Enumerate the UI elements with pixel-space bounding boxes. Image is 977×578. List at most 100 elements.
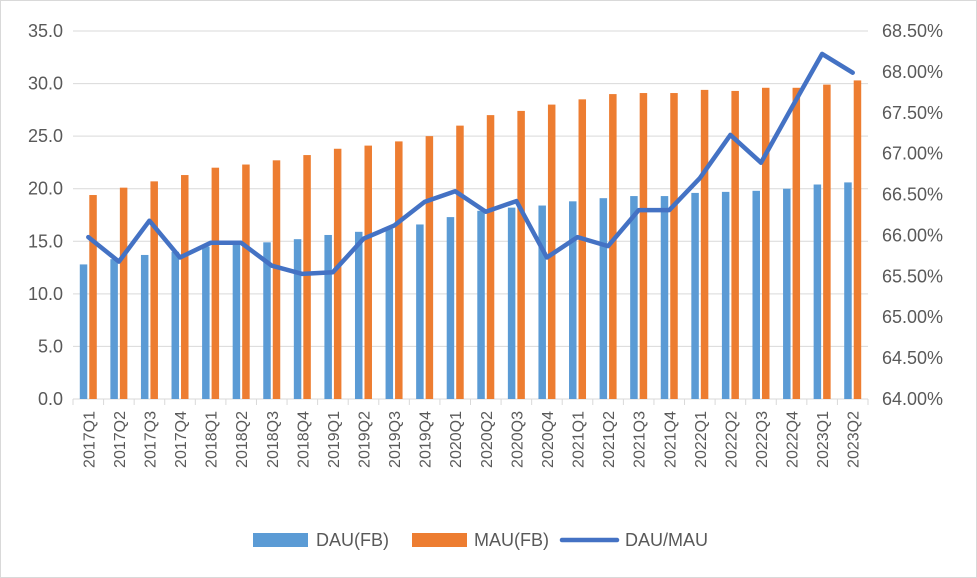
- mau-bar: [700, 89, 709, 399]
- left-tick-label: 0.0: [38, 389, 63, 409]
- right-tick-label: 66.00%: [882, 225, 943, 245]
- legend-mau-label: MAU(FB): [474, 530, 549, 550]
- category-label: 2018Q2: [234, 411, 251, 468]
- category-label: 2019Q1: [326, 411, 343, 468]
- category-label: 2019Q2: [356, 411, 373, 468]
- dau-bar: [202, 246, 210, 399]
- mau-bar: [425, 136, 434, 399]
- dau-bar: [263, 242, 271, 399]
- left-tick-label: 20.0: [28, 179, 63, 199]
- mau-bar: [486, 115, 495, 399]
- mau-bar: [150, 181, 158, 399]
- category-label: 2019Q3: [387, 411, 404, 468]
- category-label: 2022Q2: [723, 411, 740, 468]
- category-label: 2017Q3: [142, 411, 159, 468]
- mau-bar: [823, 84, 831, 399]
- right-tick-label: 65.50%: [882, 266, 943, 286]
- mau-bar: [670, 93, 678, 399]
- mau-bar: [792, 87, 801, 399]
- right-tick-label: 64.00%: [882, 389, 943, 409]
- category-label: 2017Q4: [173, 411, 190, 468]
- dau-bar: [660, 196, 669, 399]
- category-label: 2020Q1: [448, 411, 465, 468]
- category-label: 2018Q1: [204, 411, 221, 468]
- dau-bar: [293, 239, 302, 399]
- right-tick-label: 65.00%: [882, 307, 943, 327]
- dau-bar: [171, 251, 180, 399]
- dau-bar: [630, 196, 638, 399]
- right-tick-label: 64.50%: [882, 348, 943, 368]
- mau-bar: [639, 93, 648, 399]
- mau-bar: [303, 155, 311, 399]
- right-tick-label: 66.50%: [882, 185, 943, 205]
- mau-bar: [395, 141, 403, 399]
- dau-bar: [416, 224, 424, 399]
- dau-bar: [477, 210, 485, 399]
- category-label: 2023Q2: [846, 411, 863, 468]
- category-label: 2023Q1: [815, 411, 832, 468]
- category-label: 2019Q4: [418, 411, 435, 468]
- mau-bar: [731, 90, 739, 399]
- category-label: 2020Q3: [509, 411, 526, 468]
- left-tick-label: 35.0: [28, 21, 63, 41]
- mau-bar: [242, 164, 250, 399]
- dau-bar: [354, 231, 363, 399]
- left-tick-label: 25.0: [28, 126, 63, 146]
- right-tick-label: 68.00%: [882, 62, 943, 82]
- category-label: 2017Q2: [112, 411, 129, 468]
- category-label: 2021Q2: [601, 411, 618, 468]
- dau-bar: [813, 184, 822, 399]
- dau-bar: [446, 217, 455, 399]
- category-label: 2020Q4: [540, 411, 557, 468]
- ratio-line-layer: [86, 51, 855, 277]
- dau-bar: [110, 259, 118, 399]
- mau-bar: [456, 125, 464, 399]
- category-label: 2022Q4: [785, 411, 802, 468]
- dau-bar: [599, 198, 608, 399]
- left-axis: 0.0 5.0 10.0 15.0 20.0 25.0 30.0 35.0: [28, 21, 63, 409]
- legend-mau-swatch: [412, 533, 467, 547]
- dau-bar: [140, 254, 149, 399]
- mau-bar: [333, 148, 342, 399]
- mau-bar: [609, 94, 617, 399]
- x-axis: 2017Q1 2017Q2 2017Q3 2017Q4 2018Q1 2018Q2 2018…: [81, 411, 862, 468]
- legend-ratio-label: DAU/MAU: [625, 530, 708, 550]
- dau-bar: [783, 188, 791, 399]
- dau-bar: [844, 182, 852, 399]
- mau-bar: [853, 80, 862, 399]
- mau-bar: [578, 99, 587, 399]
- mau-bar: [364, 145, 372, 399]
- legend: DAU(FB) MAU(FB) DAU/MAU: [253, 530, 708, 550]
- dau-bar: [232, 244, 241, 399]
- right-tick-label: 67.00%: [882, 144, 943, 164]
- left-tick-label: 5.0: [38, 336, 63, 356]
- dau-bar: [507, 207, 516, 399]
- bars-layer: [79, 80, 862, 399]
- mau-bar: [119, 187, 128, 399]
- category-label: 2018Q3: [265, 411, 282, 468]
- category-label: 2018Q4: [295, 411, 312, 468]
- dau-bar: [569, 201, 577, 399]
- right-tick-label: 68.50%: [882, 21, 943, 41]
- legend-dau-label: DAU(FB): [316, 530, 389, 550]
- dau-bar: [385, 228, 394, 399]
- dau-bar: [79, 264, 88, 399]
- right-tick-label: 67.50%: [882, 103, 943, 123]
- dau-bar: [538, 205, 546, 399]
- category-label: 2017Q1: [81, 411, 98, 468]
- mau-bar: [181, 175, 189, 399]
- mau-bar: [517, 110, 525, 399]
- category-label: 2020Q2: [479, 411, 496, 468]
- dau-bar: [752, 190, 760, 399]
- category-label: 2021Q3: [632, 411, 649, 468]
- legend-dau-swatch: [253, 533, 308, 547]
- dau-bar: [324, 234, 332, 399]
- left-tick-label: 10.0: [28, 284, 63, 304]
- mau-bar: [211, 167, 220, 399]
- left-tick-label: 15.0: [28, 231, 63, 251]
- category-label: 2022Q1: [693, 411, 710, 468]
- left-tick-label: 30.0: [28, 74, 63, 94]
- right-axis: 64.00% 64.50% 65.00% 65.50% 66.00% 66.50% 67.0…: [882, 21, 943, 409]
- category-label: 2022Q3: [754, 411, 771, 468]
